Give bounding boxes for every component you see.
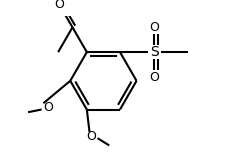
Text: O: O <box>149 21 159 34</box>
Text: O: O <box>43 101 53 114</box>
Text: O: O <box>149 71 159 84</box>
Text: O: O <box>54 0 64 11</box>
Text: O: O <box>86 130 96 143</box>
Text: S: S <box>150 45 158 59</box>
